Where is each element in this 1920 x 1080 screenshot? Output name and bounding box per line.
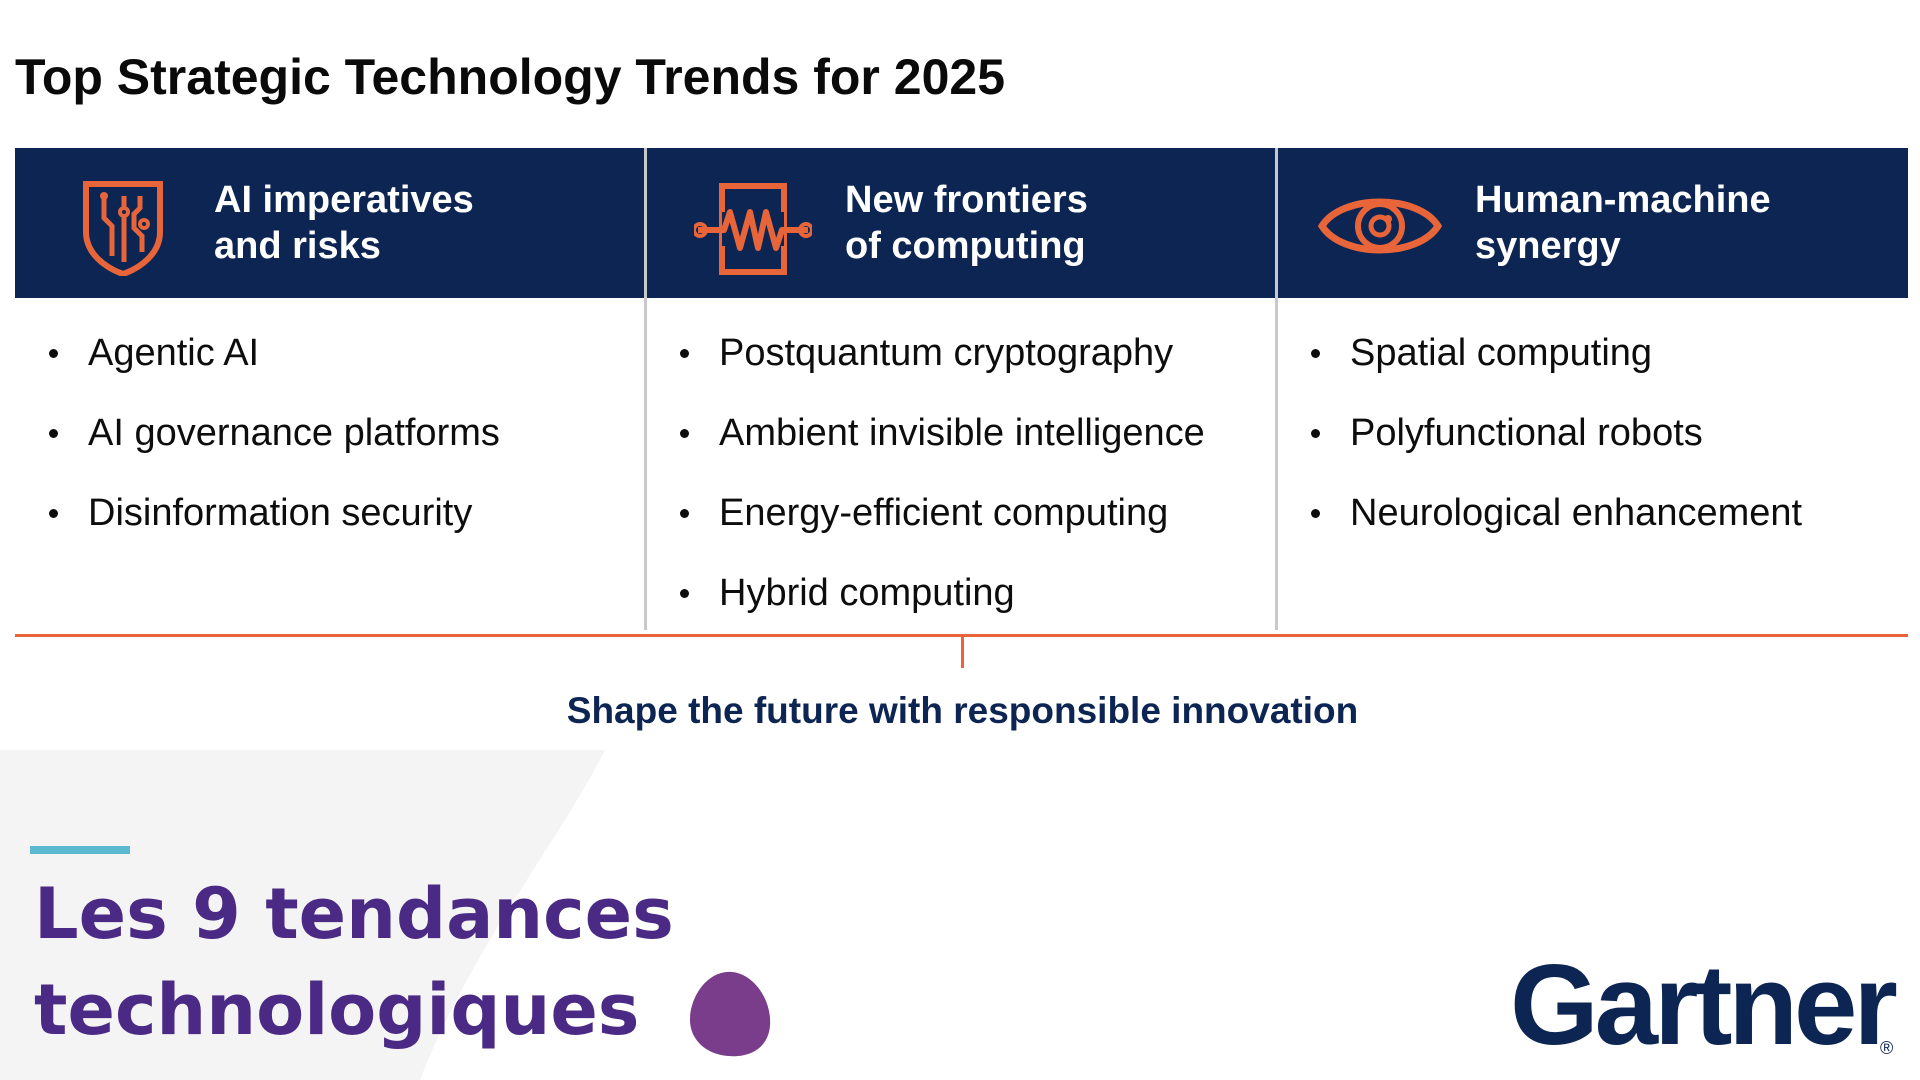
shield-circuit-icon xyxy=(83,181,163,276)
column-divider xyxy=(1275,148,1278,630)
eye-icon xyxy=(1318,198,1442,254)
french-title: Les 9 tendances technologiques xyxy=(34,873,674,1051)
accent-bar xyxy=(30,846,130,854)
trend-list: Agentic AI AI governance platforms Disin… xyxy=(32,330,500,570)
orange-connector-tick xyxy=(961,636,964,668)
list-item: Ambient invisible intelligence xyxy=(663,410,1205,490)
page-title: Top Strategic Technology Trends for 2025 xyxy=(15,49,1006,105)
gartner-logo: Gartner xyxy=(1510,942,1898,1069)
column-heading: Human-machine synergy xyxy=(1475,179,1771,267)
list-item: Agentic AI xyxy=(32,330,500,410)
list-item: Spatial computing xyxy=(1294,330,1802,410)
list-item: Energy-efficient computing xyxy=(663,490,1205,570)
tagline: Shape the future with responsible innova… xyxy=(566,690,1359,731)
list-item: Disinformation security xyxy=(32,490,500,570)
column-heading: New frontiers of computing xyxy=(845,179,1088,267)
trend-list: Spatial computing Polyfunctional robots … xyxy=(1294,330,1802,570)
purple-blob-shape xyxy=(690,971,771,1057)
orange-divider-line xyxy=(15,634,1908,637)
list-item: Hybrid computing xyxy=(663,570,1205,650)
list-item: Polyfunctional robots xyxy=(1294,410,1802,490)
header-band xyxy=(15,148,1908,298)
chip-wave-icon xyxy=(694,183,812,275)
background-curve-shape xyxy=(0,750,605,1080)
column-divider xyxy=(644,148,647,630)
trend-list: Postquantum cryptography Ambient invisib… xyxy=(663,330,1205,650)
list-item: AI governance platforms xyxy=(32,410,500,490)
registered-mark: ® xyxy=(1880,1038,1894,1058)
column-heading: AI imperatives and risks xyxy=(214,179,474,267)
list-item: Postquantum cryptography xyxy=(663,330,1205,410)
list-item: Neurological enhancement xyxy=(1294,490,1802,570)
